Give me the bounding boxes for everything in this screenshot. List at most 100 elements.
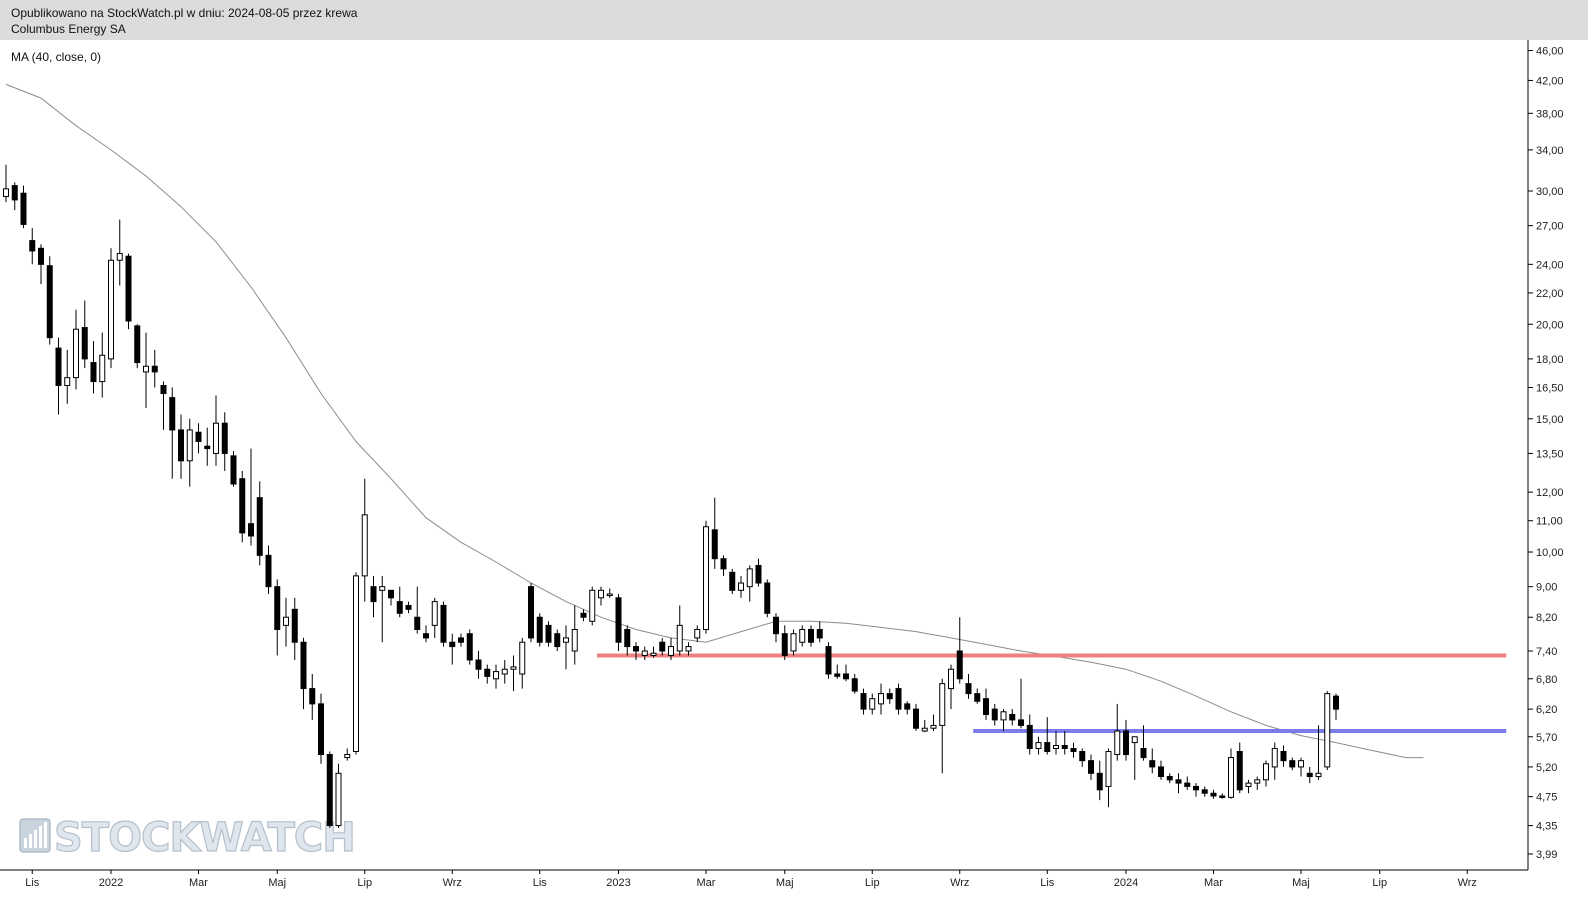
candle bbox=[755, 558, 762, 587]
candle-body-up bbox=[930, 724, 937, 729]
candle-body-down bbox=[983, 698, 989, 715]
candle-body-down bbox=[755, 564, 762, 584]
candle-body-up bbox=[116, 253, 123, 261]
candle-body-up bbox=[650, 652, 657, 656]
candle bbox=[1114, 703, 1121, 761]
candle-body-up bbox=[1254, 779, 1261, 784]
y-tick-label: 38,00 bbox=[1536, 108, 1564, 120]
y-tick-label: 30,00 bbox=[1536, 186, 1564, 198]
y-tick-label: 22,00 bbox=[1536, 288, 1564, 300]
candle bbox=[20, 185, 27, 229]
candle-body-down bbox=[274, 586, 281, 630]
candle bbox=[711, 497, 718, 569]
candle bbox=[458, 633, 464, 647]
candle bbox=[431, 597, 438, 638]
candle-body-down bbox=[1210, 792, 1217, 797]
candle-body-up bbox=[1271, 747, 1278, 768]
y-tick-label: 42,00 bbox=[1536, 75, 1564, 87]
candle-body-down bbox=[414, 616, 421, 630]
candle bbox=[1053, 731, 1059, 755]
candle-body-up bbox=[186, 429, 193, 462]
watermark-text: STOCKWATCH bbox=[54, 815, 355, 861]
candle bbox=[781, 625, 788, 660]
y-tick-label: 12,00 bbox=[1536, 487, 1564, 499]
y-tick-label: 5,20 bbox=[1536, 762, 1557, 774]
candle-body-up bbox=[869, 698, 876, 710]
candle-body-up bbox=[501, 668, 508, 675]
candle bbox=[519, 637, 526, 689]
x-tick-label: Wrz bbox=[1458, 877, 1477, 889]
candle bbox=[283, 597, 289, 647]
candle-body-down bbox=[300, 641, 307, 690]
candle bbox=[545, 621, 552, 647]
candle-body-up bbox=[1324, 693, 1331, 768]
candle bbox=[1324, 691, 1331, 771]
candle-body-down bbox=[1079, 750, 1086, 762]
candle bbox=[1079, 748, 1086, 767]
candle-body-down bbox=[536, 616, 543, 643]
candle-body-down bbox=[886, 693, 893, 700]
candle-body-up bbox=[353, 575, 359, 752]
y-tick-label: 15,00 bbox=[1536, 414, 1564, 426]
candle-body-down bbox=[711, 529, 718, 560]
candle-body-down bbox=[1061, 745, 1068, 749]
candle bbox=[361, 478, 368, 602]
candle bbox=[64, 349, 71, 404]
candle bbox=[1149, 748, 1156, 774]
candle-body-down bbox=[239, 478, 246, 534]
x-tick-label: 2024 bbox=[1114, 877, 1138, 889]
candle-body-down bbox=[1175, 779, 1182, 784]
candle-body-up bbox=[283, 616, 289, 626]
candle-body-down bbox=[1166, 776, 1173, 781]
candle-body-down bbox=[256, 497, 263, 556]
candle-body-up bbox=[335, 772, 342, 827]
candles bbox=[3, 164, 1339, 828]
candle-body-down bbox=[466, 633, 473, 661]
candle-body-down bbox=[895, 688, 902, 710]
x-tick-label: Mar bbox=[697, 877, 716, 889]
candle-body-down bbox=[134, 325, 141, 364]
candle-body-down bbox=[1044, 742, 1051, 752]
candle-body-up bbox=[1298, 760, 1304, 768]
candle bbox=[641, 646, 648, 660]
candle bbox=[1271, 742, 1278, 780]
candle bbox=[869, 693, 876, 715]
candle bbox=[99, 332, 106, 398]
candle-body-down bbox=[370, 586, 377, 603]
candle bbox=[265, 545, 272, 595]
candle-body-up bbox=[939, 683, 946, 726]
candle bbox=[423, 625, 429, 643]
candle bbox=[125, 253, 132, 330]
candle bbox=[904, 701, 911, 715]
bar-chart-logo-icon bbox=[19, 818, 51, 853]
candle bbox=[353, 572, 359, 755]
candle bbox=[501, 659, 508, 684]
x-tick-label: Mar bbox=[1204, 877, 1223, 889]
candle bbox=[799, 625, 806, 647]
candle-body-down bbox=[178, 429, 184, 462]
y-tick-label: 3,99 bbox=[1536, 849, 1557, 861]
candle bbox=[178, 414, 184, 479]
candle-body-down bbox=[1306, 772, 1313, 778]
y-tick-label: 4,75 bbox=[1536, 792, 1557, 804]
candle bbox=[484, 664, 491, 684]
candle-body-down bbox=[1096, 772, 1103, 791]
y-tick-label: 24,00 bbox=[1536, 259, 1564, 271]
x-tick-label: Lip bbox=[1372, 877, 1387, 889]
candle bbox=[930, 714, 937, 732]
candle bbox=[449, 633, 456, 665]
candle-body-up bbox=[598, 589, 604, 599]
candle bbox=[169, 387, 176, 479]
candle-body-down bbox=[195, 431, 202, 442]
candle-body-up bbox=[1131, 736, 1138, 744]
candle bbox=[1201, 786, 1208, 797]
candle-body-down bbox=[1088, 760, 1094, 774]
candle-body-up bbox=[589, 589, 596, 622]
candle bbox=[983, 688, 989, 720]
candle bbox=[1184, 776, 1191, 790]
candle bbox=[536, 613, 543, 647]
price-chart[interactable]: MA (40, close, 0) STOCKWATCH 46,00 42,00 3… bbox=[0, 40, 1588, 901]
candle-body-up bbox=[1245, 782, 1252, 787]
candle-body-up bbox=[3, 188, 9, 198]
candle-body-down bbox=[475, 659, 482, 670]
